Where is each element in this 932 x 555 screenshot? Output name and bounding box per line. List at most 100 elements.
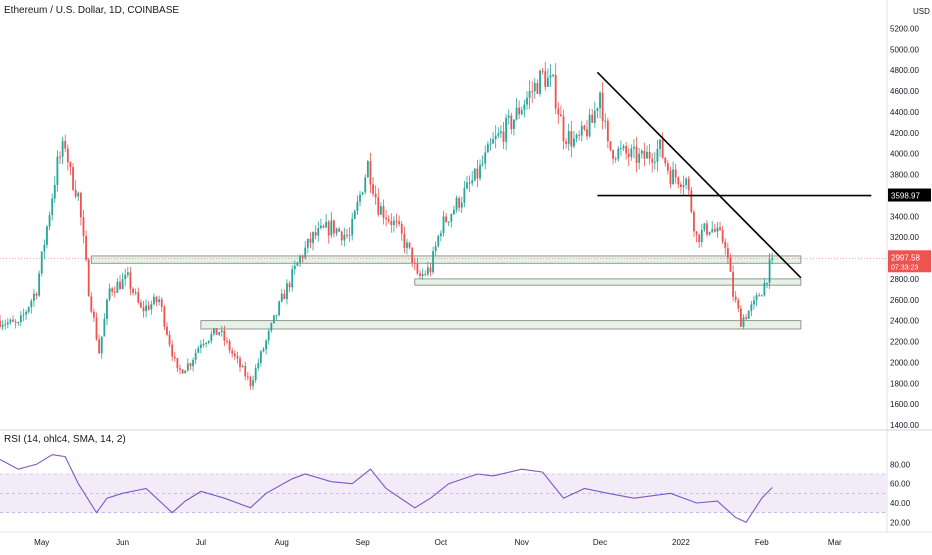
candle-body xyxy=(239,358,241,368)
candle-body xyxy=(716,227,719,232)
candle-body xyxy=(685,178,688,186)
price-tick-label: 3200.00 xyxy=(890,233,919,242)
candle-body xyxy=(129,272,132,289)
candle-body xyxy=(536,82,539,94)
candle-body xyxy=(742,317,745,327)
candle-body xyxy=(484,152,487,164)
candle-body xyxy=(25,311,28,315)
candle-body xyxy=(599,92,601,109)
candle-body xyxy=(340,231,343,241)
candle-body xyxy=(98,339,101,354)
candle-body xyxy=(565,141,568,144)
candle-body xyxy=(614,158,617,160)
candle-body xyxy=(732,271,734,297)
price-tick-label: 2800.00 xyxy=(890,275,919,284)
time-tick-label: Sep xyxy=(356,538,371,547)
candle-body xyxy=(296,262,299,266)
candle-body xyxy=(366,161,369,178)
candle-body xyxy=(85,236,88,260)
candle-body xyxy=(106,299,108,319)
candle-body xyxy=(395,220,398,222)
candle-body xyxy=(254,367,257,381)
price-axis: 5200.00 5000.00 4800.00 4600.00 4400.00 4200.… xyxy=(890,7,930,430)
candle-body xyxy=(476,168,479,179)
candle-body xyxy=(403,233,406,248)
candle-body xyxy=(486,144,489,153)
candle-body xyxy=(93,311,95,318)
candle-body xyxy=(755,295,758,301)
candle-body xyxy=(627,153,630,158)
descending-trend-line xyxy=(596,71,802,279)
price-tick-label: 4200.00 xyxy=(890,129,919,138)
candle-body xyxy=(666,163,669,171)
candle-body xyxy=(453,209,455,215)
candle-body xyxy=(737,300,740,309)
candle-body xyxy=(455,198,458,210)
candle-body xyxy=(139,302,142,308)
price-tick-label: 2000.00 xyxy=(890,358,919,367)
candle-body xyxy=(189,363,192,367)
candle-body xyxy=(573,138,575,147)
candle-body xyxy=(672,169,674,185)
candle-body xyxy=(210,333,213,341)
time-tick-label: Aug xyxy=(275,538,289,547)
time-axis: May Jun Jul Aug Sep Oct Nov Dec 2022 Feb Mar xyxy=(34,538,842,547)
candle-body xyxy=(176,358,179,369)
candle-body xyxy=(593,110,596,123)
candle-body xyxy=(546,77,549,87)
candle-body xyxy=(95,317,98,340)
candle-body xyxy=(505,117,508,142)
candle-body xyxy=(325,222,328,228)
candle-body xyxy=(432,251,434,273)
last-price-badge-label: 2997.58 xyxy=(891,253,920,262)
candle-body xyxy=(580,125,583,136)
candle-body xyxy=(199,344,202,348)
candle-body xyxy=(40,251,43,274)
candle-body xyxy=(653,161,656,163)
candle-body xyxy=(513,119,515,130)
candle-body xyxy=(711,229,714,232)
candle-body xyxy=(155,296,158,302)
candle-body xyxy=(51,198,54,215)
candle-body xyxy=(46,226,48,245)
candle-body xyxy=(17,322,20,324)
candle-body xyxy=(541,70,544,72)
candle-body xyxy=(533,82,536,92)
candle-body xyxy=(612,150,614,159)
rsi-tick-label: 60.00 xyxy=(890,480,911,489)
time-tick-label: Dec xyxy=(593,538,607,547)
candle-body xyxy=(424,274,427,276)
candle-body xyxy=(753,300,755,305)
candle-body xyxy=(447,221,450,223)
candle-body xyxy=(103,318,106,337)
candle-body xyxy=(750,304,753,311)
candle-body xyxy=(617,148,620,160)
candle-body xyxy=(361,192,364,195)
candle-body xyxy=(244,365,247,377)
candle-body xyxy=(330,220,333,236)
candle-body xyxy=(726,248,729,258)
candle-body xyxy=(460,202,463,208)
candle-body xyxy=(64,140,67,149)
candle-body xyxy=(724,241,727,249)
candle-body xyxy=(468,182,471,184)
candle-body xyxy=(586,129,588,137)
candle-body xyxy=(674,169,677,178)
candle-body xyxy=(439,233,442,236)
candle-body xyxy=(622,146,625,149)
candle-body xyxy=(583,125,586,130)
level-badge-bg xyxy=(888,188,931,202)
candle-body xyxy=(173,356,176,359)
candle-body xyxy=(74,189,77,197)
candle-body xyxy=(207,340,210,343)
candle-body xyxy=(153,296,155,305)
candle-body xyxy=(179,368,181,370)
candle-body xyxy=(327,222,330,236)
price-tick-label: 4000.00 xyxy=(890,150,919,159)
candle-body xyxy=(445,216,448,222)
candle-body xyxy=(301,256,304,258)
candle-body xyxy=(507,115,510,118)
candle-body xyxy=(421,274,424,276)
candle-body xyxy=(314,232,317,236)
candle-body xyxy=(194,352,197,360)
